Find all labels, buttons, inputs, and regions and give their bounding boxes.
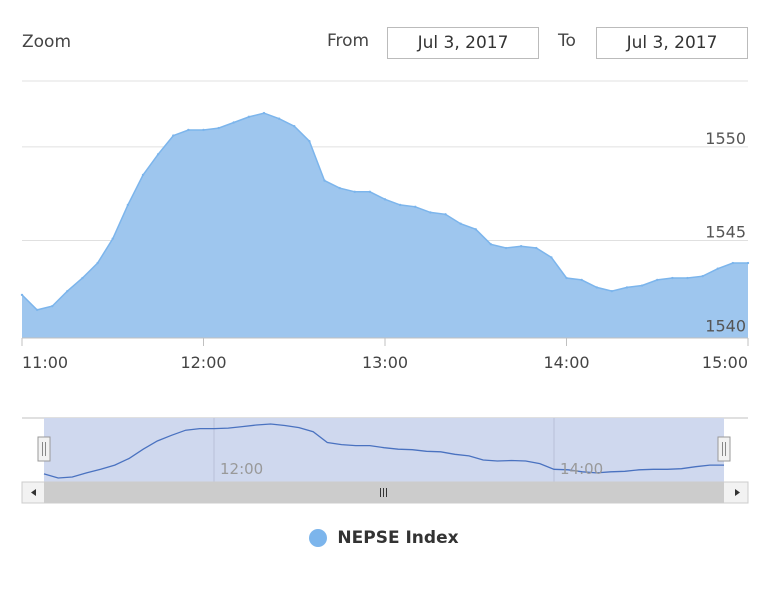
navigator-tick-label: 14:00 [560,460,603,478]
data-point [247,115,251,119]
to-label: To [558,31,576,51]
data-point [368,190,372,194]
data-point [202,128,205,132]
legend-item-nepse-index[interactable]: NEPSE Index [309,528,459,548]
data-point [595,286,598,289]
data-point [51,304,54,308]
navigator-series-line [43,423,724,479]
data-point [398,203,402,207]
data-point [444,213,447,216]
data-point [625,286,629,289]
plot-layer [20,111,750,338]
legend: NEPSE Index [0,528,768,551]
y-tick-label: 1540 [705,316,746,335]
navigator-selected-range[interactable] [44,418,724,482]
scrollbar[interactable] [21,481,749,504]
data-point [580,278,583,282]
x-tick-label: 13:00 [362,353,408,372]
x-tick-label: 15:00 [702,353,748,372]
to-date-input[interactable]: Jul 3, 2017 [596,27,748,59]
x-tick-label: 11:00 [22,353,68,372]
data-point [459,222,462,225]
data-point [232,121,235,124]
data-point [172,134,175,137]
data-point [353,190,356,194]
navigator-handle-right[interactable] [717,436,731,462]
from-date-input[interactable]: Jul 3, 2017 [387,27,539,59]
data-point [323,179,326,182]
data-point [262,111,266,115]
data-point [474,228,477,231]
navigator-tick-label: 12:00 [220,460,263,478]
data-point [701,274,704,278]
data-point [610,289,614,293]
data-point [686,276,689,280]
data-point [20,293,24,297]
data-point [81,276,84,280]
data-point [126,203,130,207]
data-point [716,267,719,270]
data-point [429,211,432,214]
y-tick-label: 1550 [705,129,746,148]
data-point [731,261,735,265]
data-point [565,276,568,280]
data-point [535,246,538,250]
data-point [519,244,523,248]
x-tick-label: 12:00 [180,353,226,372]
scrollbar-grip-icon [380,488,387,497]
x-tick-label: 14:00 [543,353,589,372]
data-point [640,284,644,287]
data-point [671,276,674,280]
y-axis-labels: 1540 1545 1550 [705,129,746,335]
data-point [656,278,659,282]
scroll-right-arrow-icon[interactable] [735,489,740,496]
data-point [156,153,160,156]
from-label: From [327,31,370,51]
data-point [277,117,281,120]
data-point [66,289,69,293]
data-point [338,186,341,190]
data-point [746,261,750,265]
legend-label: NEPSE Index [337,528,459,548]
navigator[interactable]: 12:00 14:00 [22,417,748,482]
series-area [22,113,748,338]
zoom-label: Zoom [22,32,72,52]
navigator-axis-labels: 12:00 14:00 [220,460,603,478]
navigator-handle-left[interactable] [37,436,51,462]
data-point [489,243,493,246]
data-point [217,126,220,130]
data-point [111,237,114,240]
data-point [35,308,39,312]
data-point [414,205,417,209]
data-point [96,261,99,265]
data-point [550,256,553,259]
data-point [187,128,190,132]
scroll-left-arrow-icon[interactable] [31,489,36,496]
data-point [308,140,311,143]
x-axis-labels: 11:00 12:00 13:00 14:00 15:00 [21,338,749,372]
data-point [293,125,296,128]
data-point [504,246,508,250]
data-point [383,198,387,201]
legend-dot-icon [309,529,328,547]
data-point [141,173,145,177]
y-tick-label: 1545 [705,223,746,242]
